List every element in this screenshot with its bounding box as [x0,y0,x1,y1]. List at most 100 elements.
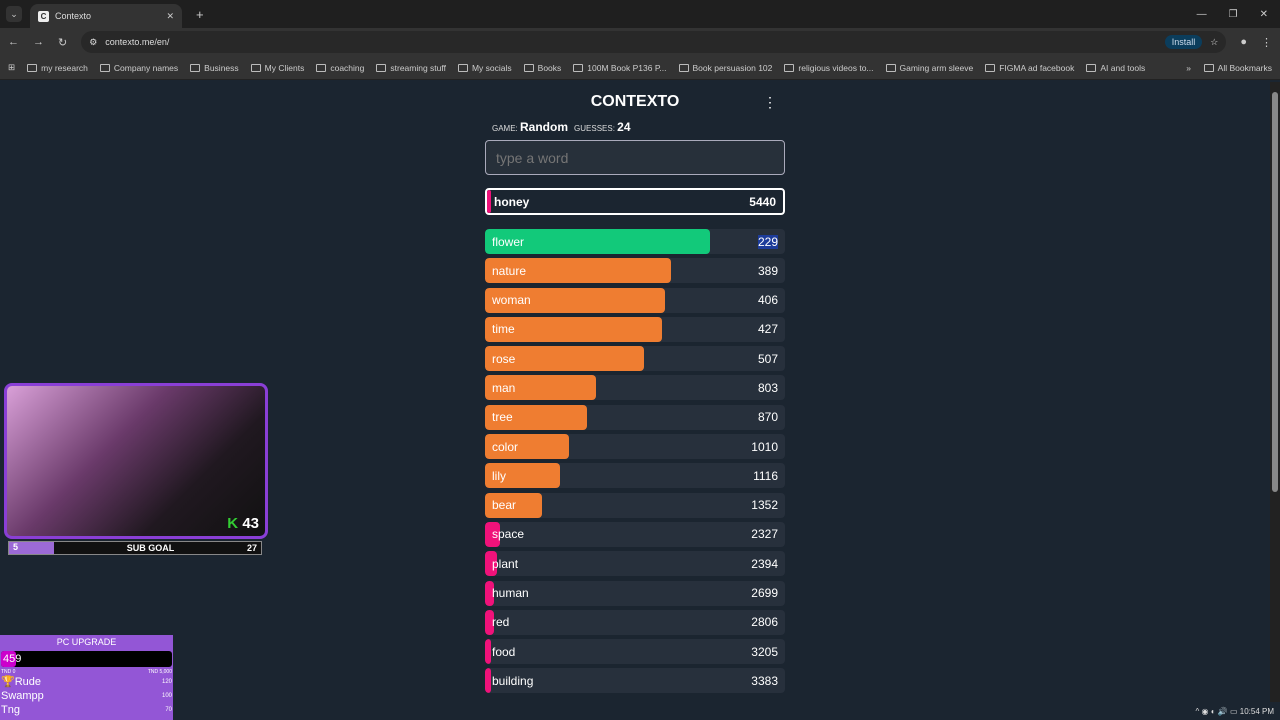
guess-rank: 1010 [751,439,778,454]
similarity-bar [485,287,665,313]
more-menu-icon[interactable]: ⋮ [763,94,777,110]
scrollbar[interactable] [1270,82,1280,702]
guess-rank: 5440 [749,194,776,209]
minimize-icon[interactable]: — [1196,8,1207,20]
folder-icon [885,63,896,72]
guess-row: lily 1116 [485,463,785,489]
pc-value: 459 [3,653,22,665]
bookmark-label: AI and tools [1100,62,1146,73]
folder-icon [1086,63,1097,72]
bookmark-label: All Bookmarks [1217,62,1272,73]
similarity-bar [485,639,491,665]
all-bookmarks[interactable]: » All Bookmarks [1186,63,1272,73]
tab-bar: ⌄ C Contexto ✕ + — ❐ ✕ [0,0,1280,28]
game-value: Random [520,120,569,134]
donor-name: Rude [14,676,41,688]
similarity-bar [485,668,491,694]
donor-amount: 70 [165,707,172,713]
bookmark-item[interactable]: My Clients [250,63,304,73]
guess-word: flower [492,234,525,249]
restore-icon[interactable]: ❐ [1228,8,1238,20]
bookmarks-bar: ⊞ my research Company names Business My Cli… [0,56,1280,80]
kill-counter: K 43 [227,515,259,532]
bookmark-item[interactable]: my research [27,63,88,73]
guess-row: tree 870 [485,404,785,430]
back-icon[interactable]: ← [8,36,19,48]
nav-bar: ← → ↻ ⚙ contexto.me/en/ Install ☆ ● ⋮ [0,28,1280,56]
guess-rank: 2699 [751,586,778,601]
guess-row: red 2806 [485,609,785,635]
bookmark-item[interactable]: Books [523,63,561,73]
more-bookmarks-icon[interactable]: » [1186,62,1191,73]
folder-icon [784,63,795,72]
pc-title: PC UPGRADE [56,637,117,647]
guesses-count: 24 [617,120,631,134]
install-button[interactable]: Install [1164,35,1203,49]
guess-word: human [492,586,529,601]
folder-icon [1203,63,1214,72]
apps-icon[interactable]: ⊞ [8,62,16,72]
address-bar[interactable]: ⚙ contexto.me/en/ Install ☆ [81,31,1227,53]
bookmark-label: coaching [330,62,365,73]
guess-rank: 3383 [751,673,778,688]
folder-icon [99,63,110,72]
donor-name: Swampp [1,690,44,702]
guess-row: woman 406 [485,287,785,313]
guess-rank: 406 [757,293,778,308]
contexto-favicon-icon: C [38,10,49,22]
guess-word: food [492,644,516,659]
bookmark-star-icon[interactable]: ☆ [1210,36,1219,47]
bookmark-item[interactable]: Gaming arm sleeve [885,63,973,73]
pc-max: TND 5,000 [147,669,172,675]
bookmark-item[interactable]: streaming stuff [376,63,446,73]
new-tab-button[interactable]: + [196,6,204,22]
guess-row: space 2327 [485,521,785,547]
guess-row: food 3205 [485,639,785,665]
guess-word: man [492,380,516,395]
bookmark-item[interactable]: religious videos to... [784,63,874,73]
reload-icon[interactable]: ↻ [58,36,68,49]
bookmark-label: Company names [113,62,179,73]
bookmark-label: Business [204,62,239,73]
bookmark-item[interactable]: My socials [457,62,512,73]
tab-search-button[interactable]: ⌄ [6,6,22,22]
webcam-overlay: K 43 [4,383,268,539]
bookmark-item[interactable]: Business [190,63,239,73]
tab-contexto[interactable]: C Contexto ✕ [30,4,182,28]
guess-rank: 229 [757,234,778,249]
guess-rank: 803 [757,380,778,395]
bookmark-item[interactable]: AI and tools [1086,63,1145,73]
bookmark-item[interactable]: 100M Book P136 P... [573,63,667,73]
tab-title: Contexto [55,11,92,21]
folder-icon [573,63,584,72]
bookmark-item[interactable]: coaching [316,63,364,73]
guess-rank: 2394 [751,556,778,571]
folder-icon [376,63,387,72]
forward-icon[interactable]: → [33,36,44,48]
close-tab-icon[interactable]: ✕ [166,10,174,21]
system-tray: ^ ◉ ◐ 🔊 ▭ 10:54 PM [1195,707,1274,716]
guess-word: bear [492,498,517,513]
game-label: GAME: [492,124,518,133]
bookmark-item[interactable]: FIGMA ad facebook [985,63,1074,73]
guess-word: time [492,322,515,337]
bookmark-item[interactable]: Company names [99,62,179,73]
profile-avatar[interactable]: ● [1240,36,1247,48]
browser-menu-icon[interactable]: ⋮ [1261,36,1272,49]
similarity-bar [485,609,494,635]
similarity-bar [485,404,587,430]
guess-rank: 427 [757,322,778,337]
bookmark-item[interactable]: Book persuasion 102 [678,63,772,73]
site-info-icon[interactable]: ⚙ [89,36,98,47]
guess-word: tree [492,410,513,425]
bookmark-label: My socials [471,62,512,73]
guess-row: time 427 [485,316,785,342]
leaderboard: 🏆Rude 120 Swampp 100 Tng 70 [0,675,173,717]
kill-count: 43 [242,515,259,532]
guess-rank: 1116 [753,468,778,483]
word-input[interactable] [485,140,785,175]
similarity-bar [485,580,494,606]
url-text: contexto.me/en/ [105,37,170,47]
close-window-icon[interactable]: ✕ [1259,8,1268,20]
guess-word: nature [492,263,527,278]
